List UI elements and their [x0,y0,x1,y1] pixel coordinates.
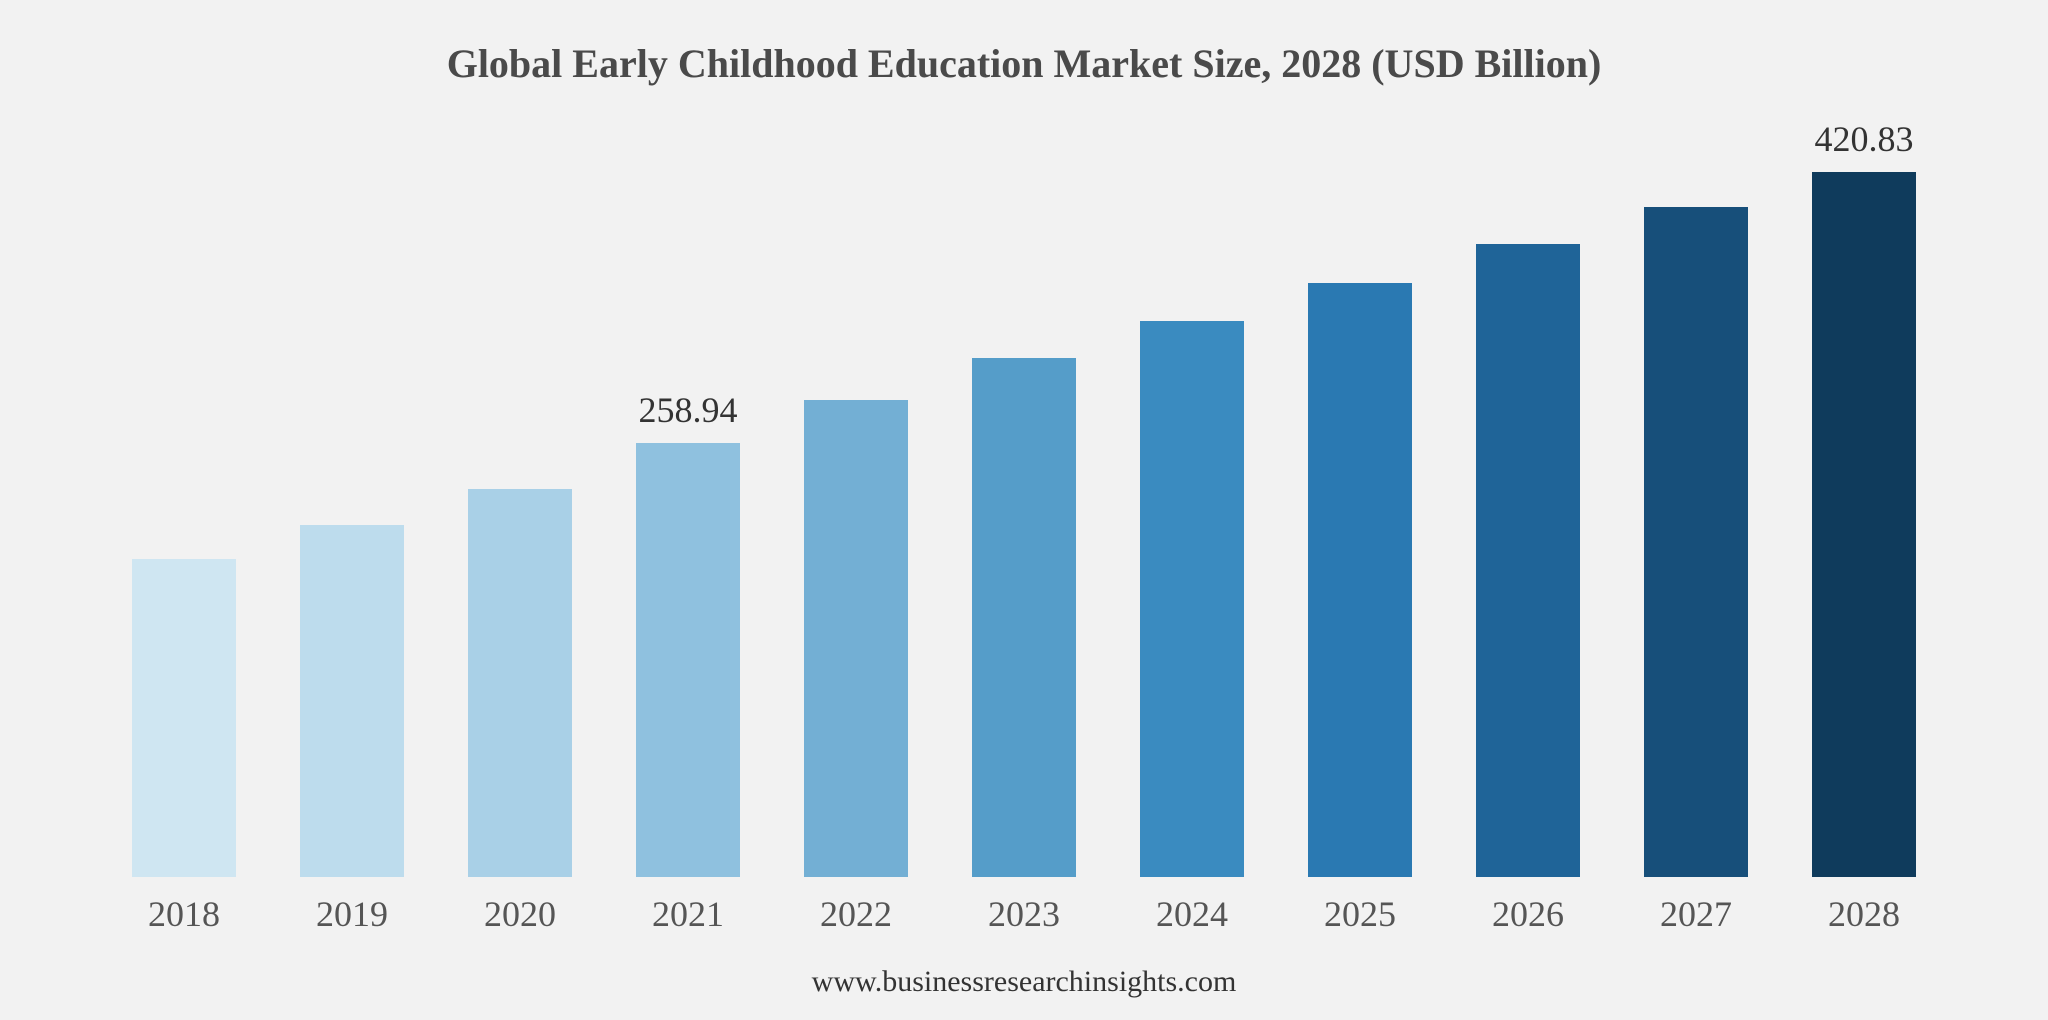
x-axis-tick: 2018 [100,893,268,935]
x-axis-tick: 2026 [1444,893,1612,935]
bar [132,559,236,877]
bar [1812,172,1916,877]
x-axis-tick: 2021 [604,893,772,935]
chart-title: Global Early Childhood Education Market … [60,40,1988,87]
bar-slot [1108,157,1276,877]
bar [972,358,1076,877]
bar-value-label: 258.94 [588,389,788,443]
bar-value-label: 420.83 [1764,118,1964,172]
x-axis-tick: 2025 [1276,893,1444,935]
bar [1140,321,1244,877]
bar-slot [100,157,268,877]
bar-slot [1276,157,1444,877]
chart-footer: www.businessresearchinsights.com [60,935,1988,1009]
bar-slot: 258.94 [604,157,772,877]
plot-area: 258.94 420.83 [60,97,1988,877]
bar-slot [436,157,604,877]
bar [804,400,908,877]
x-axis-tick: 2028 [1780,893,1948,935]
bar-slot: 420.83 [1780,157,1948,877]
bar [1644,207,1748,877]
bar-slot [772,157,940,877]
x-axis-tick: 2023 [940,893,1108,935]
bar [300,525,404,877]
x-axis-tick: 2020 [436,893,604,935]
bar-slot [1612,157,1780,877]
bar [1308,283,1412,877]
x-axis-tick: 2022 [772,893,940,935]
x-axis-tick: 2024 [1108,893,1276,935]
x-axis-tick: 2027 [1612,893,1780,935]
x-axis: 2018201920202021202220232024202520262027… [60,877,1988,935]
bar-slot [268,157,436,877]
bar [468,489,572,877]
x-axis-tick: 2019 [268,893,436,935]
bar [636,443,740,877]
bar-slot [1444,157,1612,877]
bar [1476,244,1580,877]
bar-slot [940,157,1108,877]
chart-container: Global Early Childhood Education Market … [0,0,2048,1020]
